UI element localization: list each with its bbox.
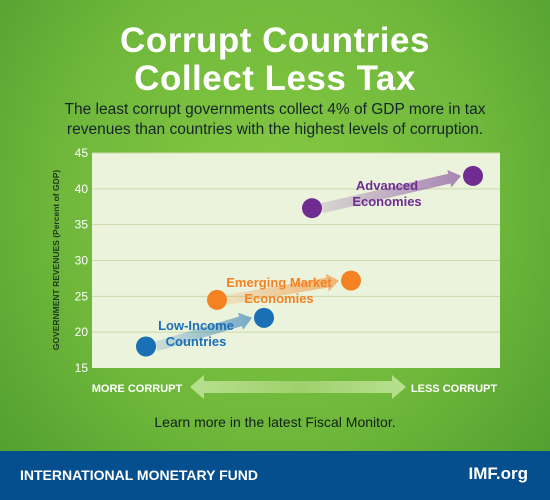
- subtitle-line-2: revenues than countries with the highest…: [66, 121, 484, 138]
- advanced-economies-trend-arrow: [320, 169, 461, 214]
- low-income-less-corrupt-point: [254, 307, 274, 328]
- low-income-label-line: Low-Income: [158, 318, 234, 333]
- emerging-market-more-corrupt-point: [207, 289, 227, 310]
- x-axis-right-label: LESS CORRUPT: [411, 383, 497, 395]
- advanced-economies-more-corrupt-point: [302, 198, 322, 219]
- footer-bar: INTERNATIONAL MONETARY FUND IMF.org: [0, 451, 550, 500]
- infographic-subtitle: The least corrupt governments collect 4%…: [20, 100, 530, 140]
- grid-lines: [92, 152, 500, 333]
- advanced-economies-label: Advanced Economies: [352, 178, 421, 209]
- emerging-market-label-line: Emerging Market: [226, 275, 332, 290]
- emerging-market-label-line: Economies: [244, 291, 313, 306]
- title-line-2: Collect Less Tax: [134, 59, 416, 98]
- y-tick-label: 40: [75, 182, 89, 196]
- advanced-economies-label-line: Economies: [352, 194, 421, 209]
- footer-organization: INTERNATIONAL MONETARY FUND: [20, 467, 258, 483]
- emerging-market-less-corrupt-point: [341, 270, 361, 291]
- y-tick-label: 45: [75, 146, 89, 160]
- x-axis-left-label: MORE CORRUPT: [92, 383, 183, 395]
- y-tick-label: 25: [75, 289, 89, 303]
- emerging-market-trend-arrow: [226, 273, 339, 305]
- y-tick-label: 15: [75, 361, 89, 375]
- y-axis-label: GOVERNMENT REVENUES (Percent of GDP): [51, 170, 61, 351]
- emerging-market-label: Emerging Market Economies: [226, 275, 332, 306]
- y-axis-ticks: 15 20 25 30 35 40 45: [75, 146, 89, 375]
- subtitle-line-1: The least corrupt governments collect 4%…: [64, 101, 486, 118]
- footnote: Learn more in the latest Fiscal Monitor.: [154, 414, 396, 430]
- y-tick-label: 30: [75, 254, 89, 268]
- infographic-title: Corrupt Countries Collect Less Tax: [0, 22, 550, 98]
- y-tick-label: 20: [75, 325, 89, 339]
- title-line-1: Corrupt Countries: [120, 21, 430, 60]
- low-income-more-corrupt-point: [136, 336, 156, 357]
- y-tick-label: 35: [75, 218, 89, 232]
- advanced-economies-label-line: Advanced: [356, 178, 418, 193]
- revenue-scatter-chart: 15 20 25 30 35 40 45 GOVERNMENT REVENUES (Perc…: [51, 146, 500, 399]
- footer-website-link[interactable]: IMF.org: [468, 464, 529, 483]
- corruption-axis-arrow: [190, 375, 406, 399]
- advanced-economies-less-corrupt-point: [463, 165, 483, 186]
- low-income-label-line: Countries: [166, 334, 227, 349]
- low-income-label: Low-Income Countries: [158, 318, 234, 349]
- low-income-trend-arrow: [154, 312, 252, 352]
